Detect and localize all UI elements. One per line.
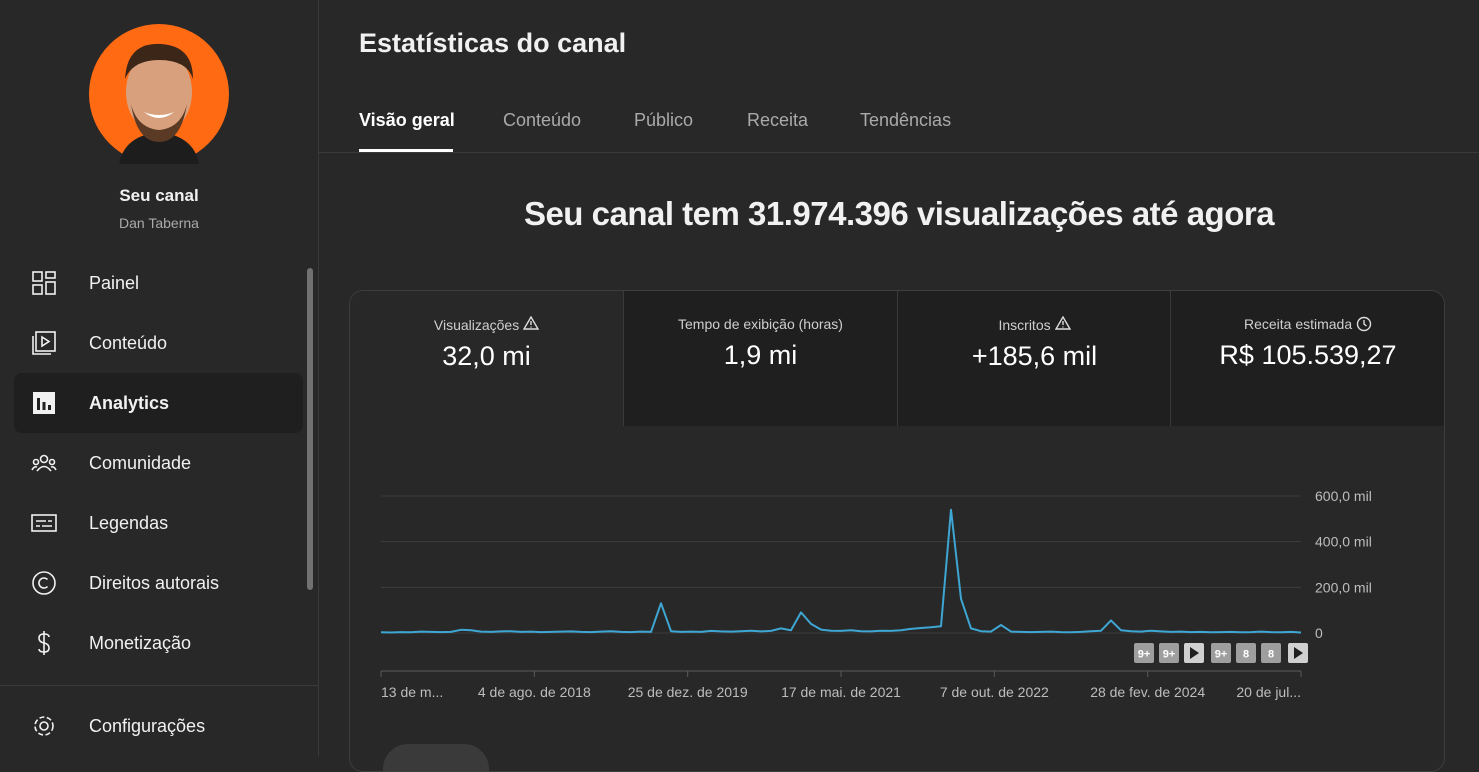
metric-label: Tempo de exibição (horas) [678, 316, 843, 332]
nav-item[interactable]: Analytics [14, 373, 303, 433]
video-marker [1134, 643, 1154, 663]
nav-label: Legendas [89, 513, 169, 533]
tab[interactable]: Conteúdo [503, 110, 582, 130]
video-marker [1211, 643, 1231, 663]
nav-item[interactable]: Painel [14, 253, 303, 313]
nav-item[interactable]: Comunidade [14, 433, 303, 493]
chart: 600,0 mil 400,0 mil 200,0 mil 0 13 de m... 4 … [380, 488, 1372, 700]
x-tick-label: 17 de mai. de 2021 [781, 684, 901, 700]
nav-label: Conteúdo [89, 333, 168, 353]
video-marker-label: 8 [1243, 649, 1249, 661]
metric[interactable]: Receita estimada R$ 105.539,27 [1170, 291, 1444, 426]
nav-item[interactable]: Monetização [14, 613, 303, 673]
y-tick-label: 200,0 mil [1315, 579, 1372, 595]
icon [31, 454, 57, 472]
nav-item[interactable]: Legendas [14, 493, 303, 553]
metric-label: Receita estimada [1243, 316, 1353, 332]
metric[interactable]: Tempo de exibição (horas) 1,9 mi [623, 291, 897, 426]
video-marker [1236, 643, 1256, 663]
headline: Seu canal tem 31.974.396 visualizações a… [523, 195, 1275, 232]
video-marker-label: 9+ [1215, 649, 1228, 661]
play-icon [1294, 647, 1303, 659]
divider [319, 152, 1479, 153]
metric-value: 32,0 mi [442, 341, 531, 371]
line-series [380, 508, 1302, 634]
tab[interactable]: Tendências [860, 110, 952, 130]
scrollbar[interactable] [307, 268, 313, 590]
y-tick-label: 600,0 mil [1315, 488, 1372, 504]
icon [34, 716, 54, 736]
overview-card: Visualizações 32,0 mi Tempo de exibição … [349, 290, 1445, 772]
tab[interactable]: Visão geral [359, 110, 455, 130]
avatar[interactable] [89, 24, 229, 164]
sidebar: Seu canal Dan Taberna Painel Conteúdo An… [0, 0, 319, 756]
warning-icon [522, 315, 540, 330]
metric-value: +185,6 mil [971, 341, 1098, 371]
divider [0, 685, 318, 686]
x-tick-label: 20 de jul... [1236, 684, 1301, 700]
y-tick-label: 400,0 mil [1315, 534, 1372, 550]
metric-value: 1,9 mi [723, 340, 798, 370]
page-title: Estatísticas do canal [359, 28, 627, 58]
video-marker-label: 9+ [1138, 649, 1151, 661]
nav-label: Analytics [89, 393, 170, 413]
video-marker [1261, 643, 1281, 663]
nav-item[interactable]: Configurações [14, 696, 303, 756]
play-icon [1190, 647, 1199, 659]
y-tick-label: 0 [1315, 625, 1323, 641]
metric-label: Visualizações [433, 317, 520, 333]
clock-icon [1356, 316, 1372, 332]
x-tick-label: 25 de dez. de 2019 [628, 684, 748, 700]
nav-label: Painel [89, 273, 140, 293]
x-tick-label: 7 de out. de 2022 [940, 684, 1049, 700]
metric-label: Inscritos [998, 317, 1051, 333]
video-marker [1159, 643, 1179, 663]
x-tick-label: 4 de ago. de 2018 [478, 684, 591, 700]
nav-label: Direitos autorais [89, 573, 220, 593]
tab[interactable]: Público [634, 110, 694, 130]
metric-value: R$ 105.539,27 [1219, 340, 1397, 370]
channel-title: Seu canal [119, 186, 199, 205]
x-tick-label: 13 de m... [381, 684, 443, 700]
warning-icon [1054, 315, 1071, 330]
nav-label: Monetização [89, 633, 192, 653]
video-marker-label: 8 [1268, 649, 1274, 661]
nav-item[interactable]: Direitos autorais [14, 553, 303, 613]
icon [32, 331, 56, 355]
icon [31, 514, 57, 532]
metric[interactable]: Inscritos +185,6 mil [897, 291, 1171, 426]
nav-label: Comunidade [89, 453, 192, 473]
x-tick-label: 28 de fev. de 2024 [1090, 684, 1205, 700]
button[interactable] [383, 744, 489, 771]
icon [32, 271, 56, 295]
tab-indicator [359, 149, 453, 152]
metric[interactable]: Visualizações 32,0 mi [350, 291, 623, 426]
channel-name: Dan Taberna [119, 215, 199, 231]
icon [32, 571, 56, 595]
video-marker-label: 9+ [1163, 649, 1176, 661]
icon [33, 392, 55, 414]
nav-label: Configurações [89, 716, 206, 736]
nav-item[interactable]: Conteúdo [14, 313, 303, 373]
tab[interactable]: Receita [747, 110, 809, 130]
icon [38, 631, 50, 655]
